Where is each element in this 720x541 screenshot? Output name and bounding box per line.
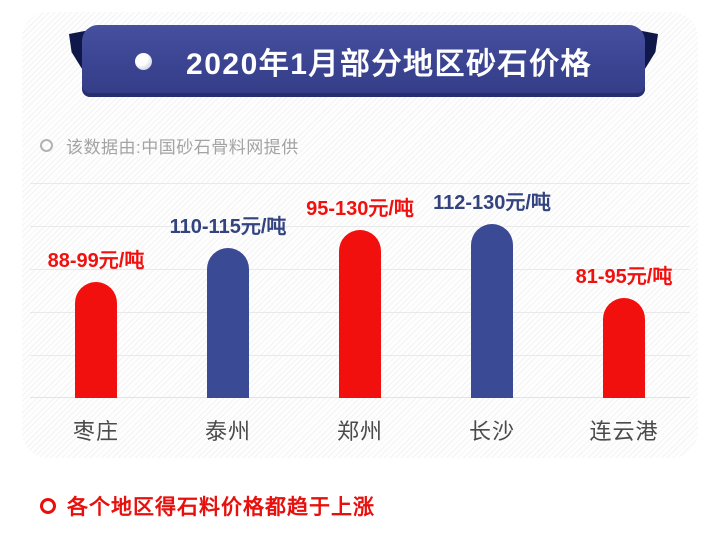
bar-column: 88-99元/吨 <box>30 183 162 398</box>
category-axis: 枣庄 泰州 郑州 长沙 连云港 <box>30 414 690 446</box>
category-label: 枣庄 <box>72 419 119 444</box>
ribbon-body <box>82 25 645 97</box>
gridline <box>30 183 690 184</box>
category-label: 长沙 <box>468 419 515 444</box>
bar <box>207 248 249 398</box>
page-title: 2020年1月部分地区砂石价格 <box>186 48 592 81</box>
bar-column: 81-95元/吨 <box>558 183 690 398</box>
bar-column: 95-130元/吨 <box>294 183 426 398</box>
bar <box>603 298 645 398</box>
sphere-dot-icon <box>135 52 153 70</box>
gridline <box>30 226 690 227</box>
ring-bullet-icon <box>40 139 53 152</box>
bar-column: 112-130元/吨 <box>426 183 558 398</box>
value-label: 112-130元/吨 <box>433 192 551 214</box>
value-label: 110-115元/吨 <box>169 216 287 238</box>
category-label: 郑州 <box>336 419 383 444</box>
bar-column: 110-115元/吨 <box>162 183 294 398</box>
value-label: 95-130元/吨 <box>306 198 414 220</box>
value-label: 81-95元/吨 <box>575 266 673 288</box>
category-label: 泰州 <box>204 419 251 444</box>
bar <box>75 282 117 398</box>
bar <box>471 224 513 398</box>
bar <box>339 230 381 398</box>
category-label: 连云港 <box>589 419 659 444</box>
data-source-text: 该数据由:中国砂石骨料网提供 <box>66 138 299 157</box>
data-source-note: 该数据由:中国砂石骨料网提供 <box>40 133 299 158</box>
ribbon-content: 2020年1月部分地区砂石价格 <box>82 25 645 97</box>
value-label: 88-99元/吨 <box>47 250 145 272</box>
bar-chart: 88-99元/吨 110-115元/吨 95-130元/吨 112-130元/吨… <box>30 183 690 398</box>
ring-bullet-icon <box>40 498 56 514</box>
footer-note-text: 各个地区得石料价格都趋于上涨 <box>67 496 375 519</box>
header-ribbon: 2020年1月部分地区砂石价格 <box>69 25 658 97</box>
footer-note: 各个地区得石料价格都趋于上涨 <box>40 491 375 521</box>
